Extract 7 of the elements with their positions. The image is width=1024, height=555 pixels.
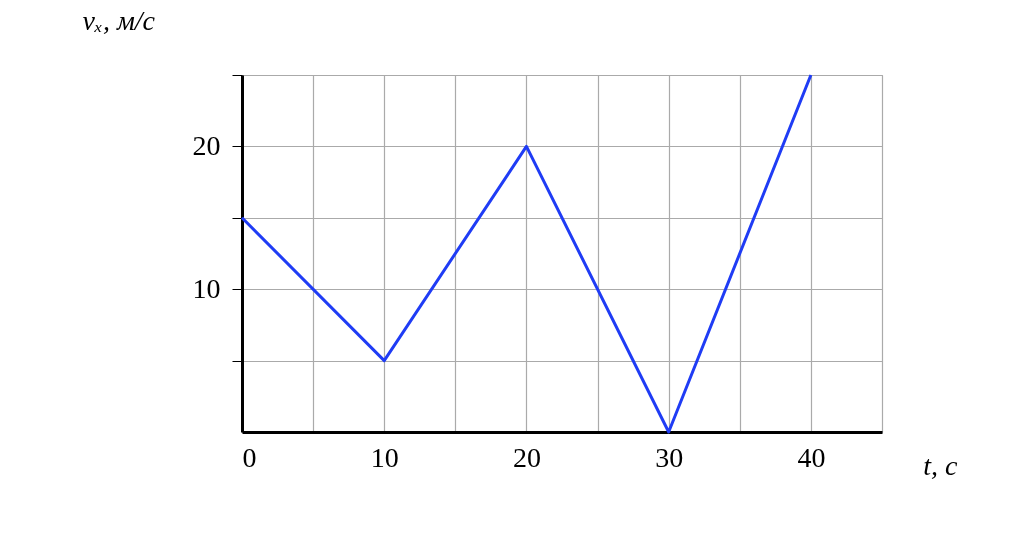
x-tick-label: 10 xyxy=(370,441,399,473)
x-tick-label: 0 xyxy=(242,441,257,473)
y-axis-title: vₓ, м/с xyxy=(82,4,156,36)
x-tick-label: 40 xyxy=(797,441,826,473)
x-tick-label: 20 xyxy=(512,441,541,473)
x-axis-title: t, с xyxy=(923,449,959,481)
x-tick-label: 30 xyxy=(655,441,684,473)
